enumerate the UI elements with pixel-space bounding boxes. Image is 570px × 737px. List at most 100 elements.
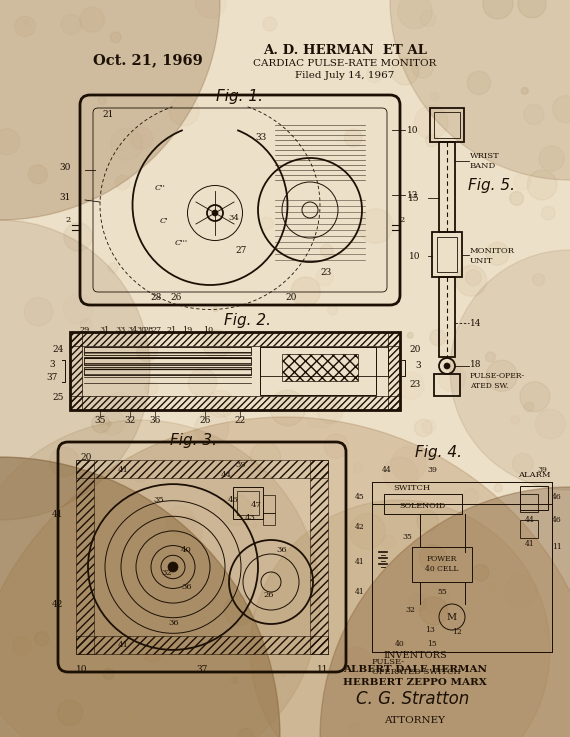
Text: INVENTORS: INVENTORS — [383, 651, 447, 660]
Circle shape — [456, 265, 487, 296]
Text: 44: 44 — [382, 466, 392, 474]
Text: CARDIAC PULSE-RATE MONITOR: CARDIAC PULSE-RATE MONITOR — [253, 58, 437, 68]
Circle shape — [430, 329, 446, 346]
Text: 25: 25 — [52, 393, 64, 402]
Bar — [310, 460, 328, 654]
Circle shape — [188, 368, 217, 397]
Text: 41: 41 — [355, 588, 365, 596]
Text: 41: 41 — [525, 540, 535, 548]
Circle shape — [486, 352, 495, 362]
Bar — [520, 520, 538, 538]
Text: 36: 36 — [168, 619, 178, 627]
Circle shape — [243, 712, 263, 733]
Bar — [430, 108, 464, 142]
Circle shape — [92, 415, 110, 433]
Bar — [372, 482, 552, 652]
Circle shape — [0, 420, 320, 737]
Text: 41: 41 — [355, 558, 365, 566]
Text: 42: 42 — [52, 600, 63, 609]
Text: 36: 36 — [181, 583, 192, 591]
Bar — [520, 486, 548, 510]
Bar — [70, 396, 400, 410]
Text: 26: 26 — [263, 591, 274, 599]
Text: 15: 15 — [408, 194, 420, 203]
Bar — [434, 374, 460, 396]
Text: 47: 47 — [251, 501, 262, 509]
Circle shape — [504, 575, 537, 607]
Text: 39: 39 — [235, 461, 246, 469]
Circle shape — [145, 382, 158, 395]
Bar — [432, 232, 462, 277]
Text: 40 CELL: 40 CELL — [425, 565, 459, 573]
Text: 34: 34 — [228, 214, 239, 222]
Text: 19: 19 — [182, 326, 192, 334]
Text: POWER: POWER — [427, 555, 457, 563]
Bar — [520, 494, 538, 512]
Circle shape — [231, 677, 238, 683]
Text: 41: 41 — [118, 641, 129, 649]
Text: BAND: BAND — [470, 162, 496, 170]
Text: 18: 18 — [470, 360, 482, 368]
Text: 46: 46 — [552, 516, 562, 524]
Circle shape — [359, 209, 393, 243]
Text: ALARM: ALARM — [518, 471, 550, 479]
Circle shape — [521, 88, 528, 94]
Circle shape — [486, 360, 518, 391]
Circle shape — [412, 57, 433, 78]
Circle shape — [250, 442, 280, 472]
Circle shape — [344, 129, 363, 147]
Text: 28: 28 — [150, 293, 161, 302]
Circle shape — [212, 210, 218, 216]
Text: 45: 45 — [355, 493, 365, 501]
Text: ATTORNEY: ATTORNEY — [385, 716, 446, 725]
Text: 15: 15 — [427, 640, 437, 648]
Text: 21: 21 — [167, 326, 177, 334]
Text: Fig. 1.: Fig. 1. — [217, 88, 263, 103]
Circle shape — [518, 0, 546, 18]
Circle shape — [132, 466, 148, 482]
Circle shape — [238, 729, 253, 737]
Text: 41: 41 — [118, 466, 129, 474]
Text: 12: 12 — [452, 628, 462, 636]
Circle shape — [414, 419, 432, 437]
Circle shape — [512, 453, 533, 474]
Text: 32: 32 — [161, 569, 172, 577]
Circle shape — [524, 402, 534, 412]
Circle shape — [425, 134, 438, 147]
Circle shape — [408, 332, 413, 338]
Circle shape — [532, 273, 544, 286]
Text: WRIST: WRIST — [470, 152, 500, 160]
Text: 22: 22 — [234, 416, 246, 425]
Bar — [76, 460, 328, 478]
Text: 37: 37 — [196, 665, 207, 674]
Circle shape — [35, 632, 49, 646]
Text: 33: 33 — [115, 326, 125, 334]
Circle shape — [12, 636, 31, 655]
Text: SWITCH: SWITCH — [393, 484, 430, 492]
Bar — [439, 277, 455, 357]
Text: 32: 32 — [124, 416, 136, 425]
Bar — [260, 347, 388, 376]
Circle shape — [99, 97, 106, 104]
Circle shape — [270, 390, 306, 426]
Text: C'': C'' — [155, 184, 166, 192]
Circle shape — [0, 220, 150, 520]
Text: 10: 10 — [407, 125, 418, 134]
Text: 20: 20 — [80, 453, 91, 462]
Text: C''': C''' — [175, 239, 188, 247]
Text: 39: 39 — [537, 466, 547, 474]
Circle shape — [467, 71, 491, 94]
Text: 36: 36 — [276, 546, 287, 554]
Circle shape — [213, 307, 218, 312]
Text: Filed July 14, 1967: Filed July 14, 1967 — [295, 71, 394, 80]
Text: 42: 42 — [355, 523, 365, 531]
Circle shape — [203, 330, 231, 358]
Bar — [434, 112, 460, 138]
Text: UNIT: UNIT — [470, 257, 494, 265]
Text: 30: 30 — [136, 326, 146, 334]
Circle shape — [488, 584, 496, 592]
Text: 32: 32 — [405, 606, 415, 614]
Circle shape — [356, 402, 363, 409]
Circle shape — [0, 417, 570, 737]
Text: 37: 37 — [46, 373, 58, 382]
